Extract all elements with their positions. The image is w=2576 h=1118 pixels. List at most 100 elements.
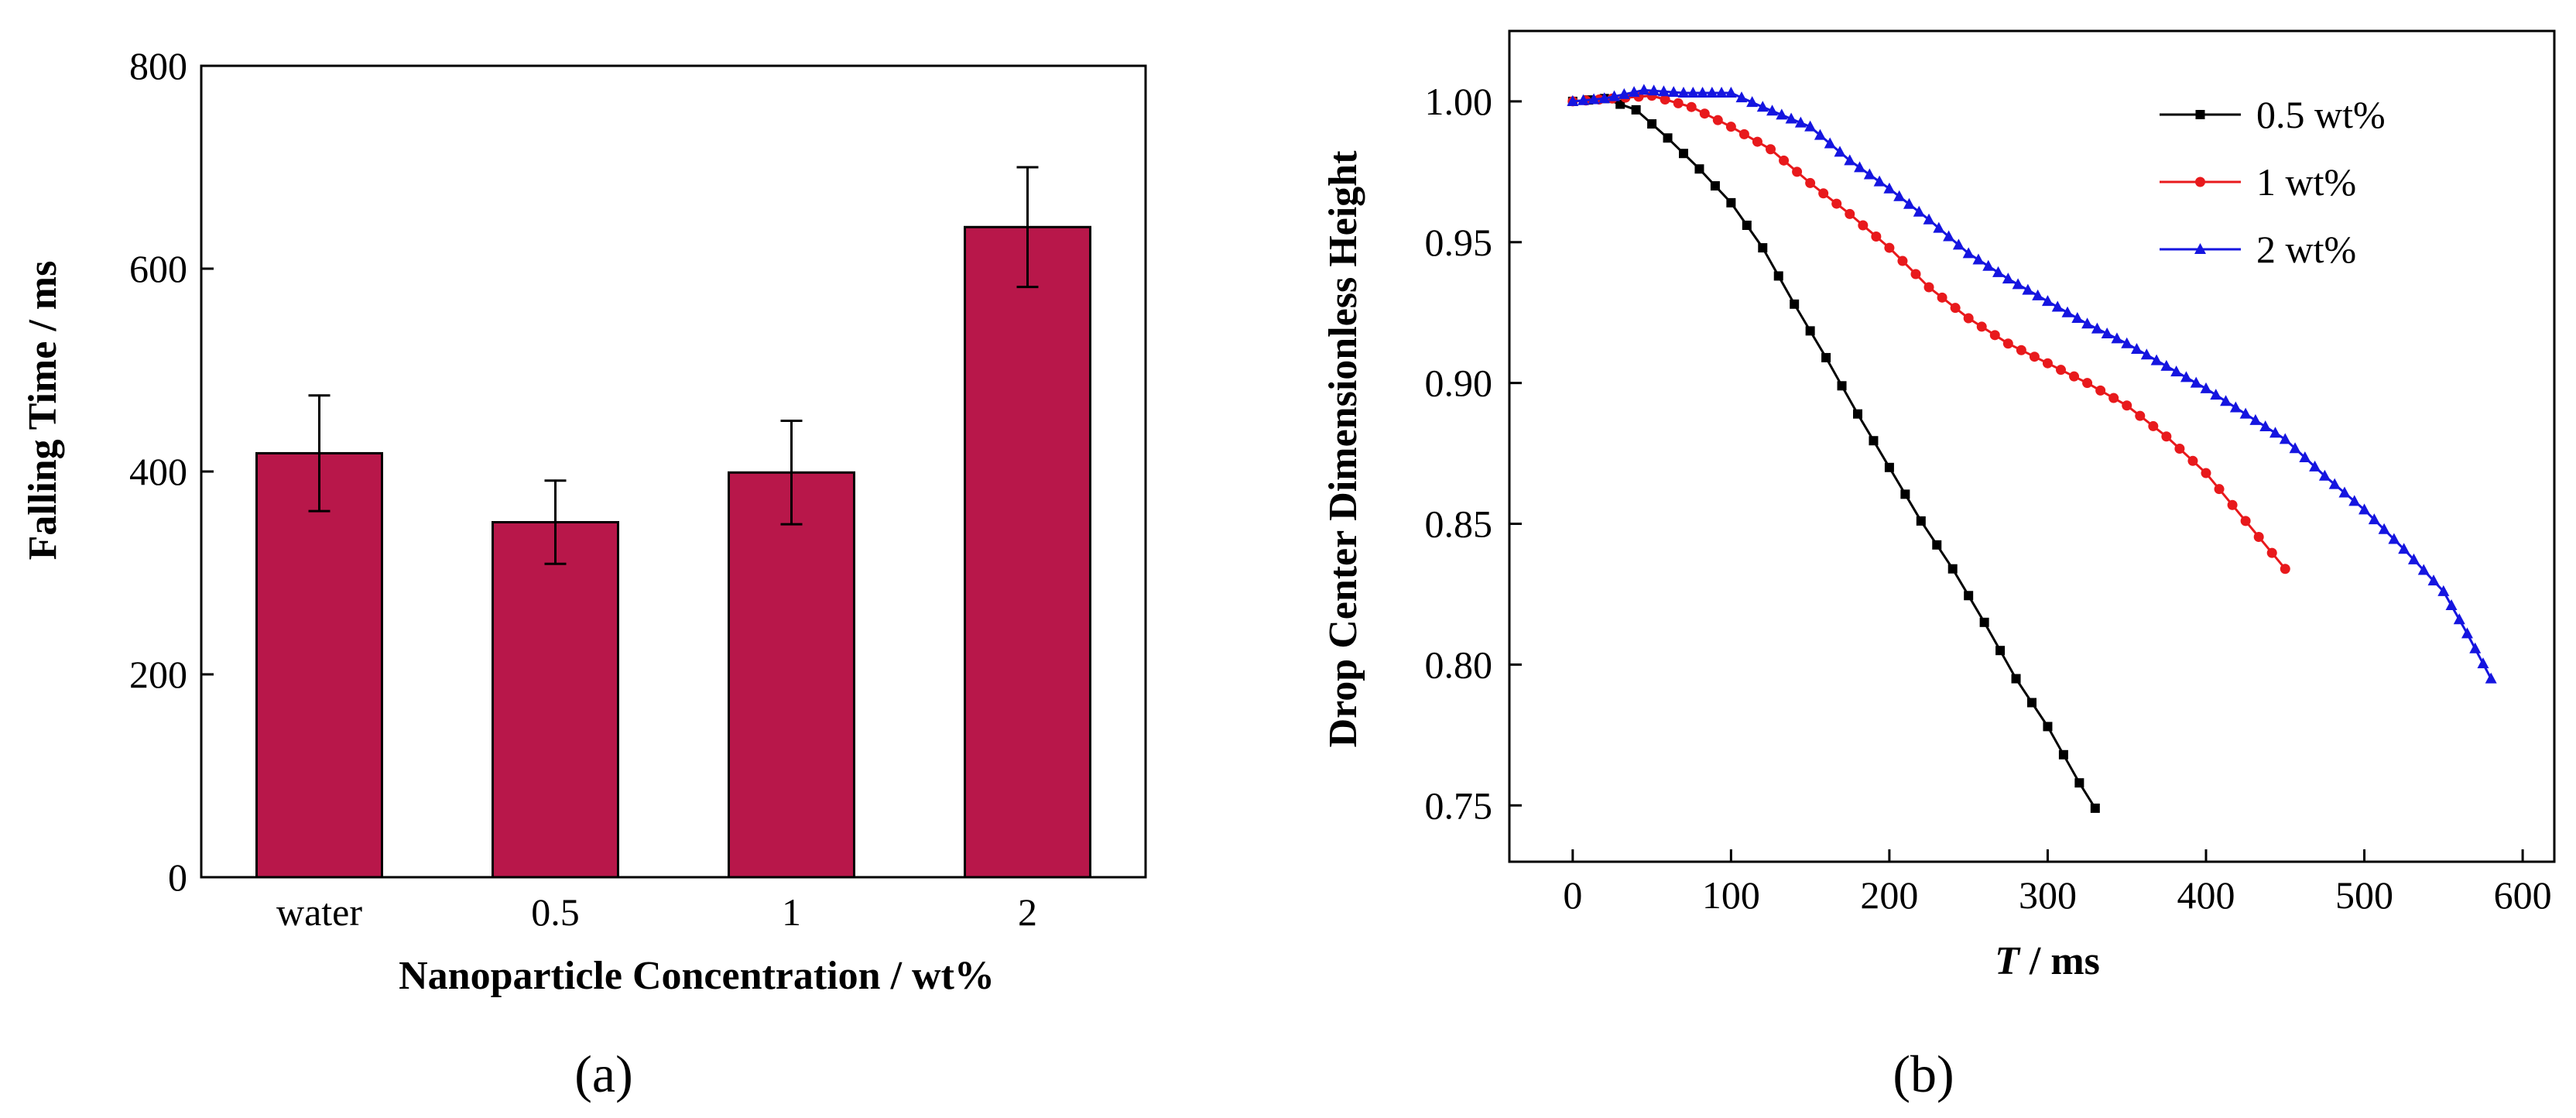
data-point — [1884, 242, 1895, 253]
data-point — [1792, 166, 1803, 177]
data-point — [2108, 393, 2119, 403]
data-point — [1663, 133, 1673, 143]
data-point — [1962, 247, 1975, 259]
data-point — [2071, 312, 2084, 324]
data-point — [2043, 722, 2053, 732]
data-point — [2358, 503, 2371, 515]
data-point — [2027, 698, 2036, 708]
data-point — [1814, 129, 1826, 140]
data-point — [1923, 213, 1935, 225]
x-axis-ticks: 0 100 200 300 400 500 600 — [1563, 849, 2552, 917]
data-point — [2121, 337, 2133, 348]
x-tick-label: 0 — [1563, 873, 1582, 917]
x-axis-label-unit: / ms — [2019, 939, 2100, 983]
y-tick-label: 0.90 — [1425, 362, 1493, 405]
data-point — [1667, 86, 1680, 98]
data-point — [1869, 436, 1879, 446]
data-point — [2229, 401, 2242, 413]
data-point — [2016, 345, 2026, 355]
data-point — [2022, 283, 2034, 295]
data-point — [1686, 101, 1697, 112]
data-point — [1933, 221, 1945, 233]
data-point — [1976, 321, 1987, 332]
data-point — [1854, 161, 1866, 173]
data-point — [2011, 674, 2021, 684]
bar — [255, 451, 383, 879]
data-point — [1916, 516, 1926, 526]
data-point — [2056, 365, 2066, 376]
data-point — [1699, 108, 1710, 119]
data-point — [2069, 371, 2080, 382]
x-axis-label-variable: T — [1995, 939, 2021, 983]
data-point — [1677, 87, 1690, 98]
y-tick-label: 1.00 — [1425, 80, 1493, 123]
data-point — [2095, 385, 2106, 396]
data-point — [1785, 112, 1797, 124]
data-point — [2461, 627, 2473, 639]
data-point — [2042, 358, 2053, 369]
data-point — [1844, 154, 1856, 166]
data-point — [1903, 197, 1915, 209]
data-point — [1715, 87, 1728, 98]
data-point — [2180, 371, 2192, 382]
data-point — [2328, 478, 2341, 489]
data-point — [2469, 642, 2482, 653]
data-point — [1893, 190, 1906, 201]
legend-label: 1 wt% — [2256, 160, 2356, 204]
y-tick-label: 0.95 — [1425, 221, 1493, 264]
panel-label-a: (a) — [574, 1044, 632, 1103]
data-point — [1660, 94, 1670, 105]
data-point — [1648, 84, 1660, 96]
data-point — [2220, 395, 2232, 406]
x-tick-label: 500 — [2335, 873, 2393, 917]
data-point — [1726, 197, 1736, 207]
data-point — [1687, 87, 1699, 98]
data-point — [1805, 177, 1816, 188]
x-tick-label: 400 — [2177, 873, 2235, 917]
data-point — [1897, 255, 1908, 266]
data-point — [2002, 273, 2014, 284]
data-point — [1779, 155, 1790, 166]
data-point — [2437, 585, 2450, 596]
line-chart-frame — [1508, 29, 2556, 863]
x-tick-label: 2 — [1018, 890, 1037, 934]
data-point — [1631, 105, 1641, 115]
data-point — [2227, 499, 2238, 510]
data-point — [2111, 332, 2123, 344]
data-point — [2388, 533, 2400, 544]
data-point — [1982, 259, 1995, 271]
data-point — [2161, 431, 2172, 442]
data-point — [1972, 253, 1985, 265]
x-tick-label: 600 — [2494, 873, 2552, 917]
data-point — [2280, 564, 2290, 574]
data-point — [2150, 354, 2163, 365]
data-point — [2090, 803, 2100, 813]
data-point — [1989, 330, 2000, 341]
x-axis-ticks: water 0.5 1 2 — [276, 890, 1037, 934]
data-point — [1673, 98, 1684, 108]
data-point — [1863, 168, 1875, 180]
data-point — [1883, 182, 1896, 194]
data-point — [1742, 220, 1752, 230]
data-point — [1979, 617, 1989, 627]
x-tick-label: 300 — [2019, 873, 2077, 917]
bar — [728, 471, 855, 879]
data-point — [2427, 574, 2440, 586]
data-point — [2299, 451, 2311, 463]
data-point — [1725, 87, 1737, 98]
data-point — [1746, 96, 1759, 108]
data-point — [2200, 382, 2212, 393]
data-point — [1831, 198, 1842, 209]
y-axis-label: Drop Center Dimensionless Height — [1321, 150, 1365, 748]
data-point — [2160, 359, 2173, 371]
data-point — [1871, 231, 1882, 242]
data-point — [2279, 433, 2291, 444]
data-point — [2338, 486, 2351, 498]
legend-label: 2 wt% — [2256, 228, 2356, 271]
data-point — [1858, 220, 1869, 231]
data-point — [1805, 326, 1815, 336]
y-tick-label: 0.80 — [1425, 643, 1493, 686]
data-point — [1790, 299, 1800, 309]
y-tick-label: 0 — [168, 856, 187, 899]
data-point — [2210, 389, 2222, 400]
